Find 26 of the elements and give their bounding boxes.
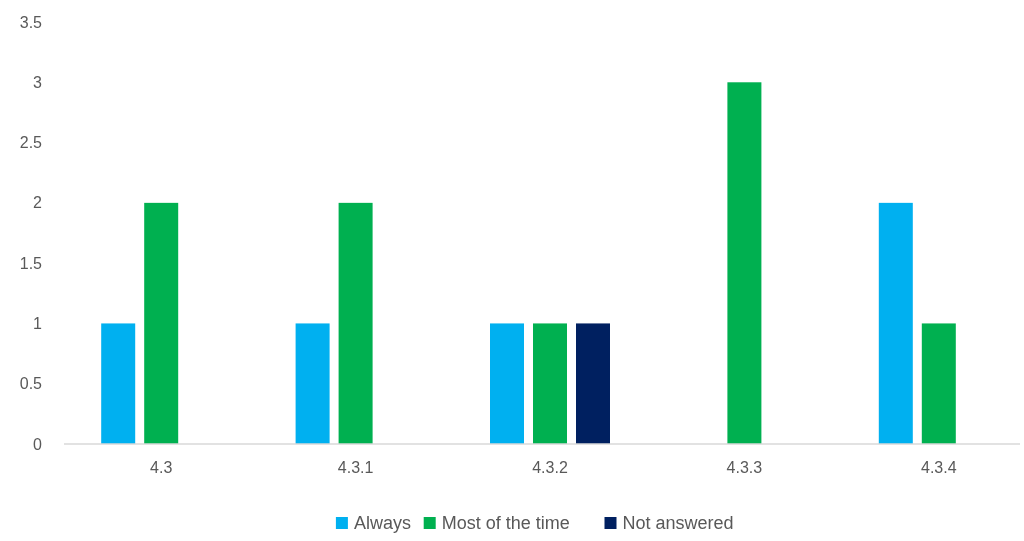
x-tick-label: 4.3.1: [337, 459, 374, 476]
bar: [490, 323, 524, 444]
bar: [144, 202, 179, 444]
bar: [921, 323, 956, 444]
legend-label: Not answered: [622, 513, 734, 533]
bar: [533, 323, 567, 444]
bar: [727, 82, 762, 444]
y-tick-label: 0: [33, 435, 43, 453]
x-tick-label: 4.3: [150, 459, 173, 476]
bar: [338, 202, 373, 444]
x-tick-label: 4.3.2: [532, 459, 568, 476]
y-tick-label: 1: [33, 315, 43, 333]
legend-label: Always: [353, 513, 411, 533]
y-tick-label: 1.5: [19, 254, 43, 272]
bar: [576, 323, 610, 444]
y-tick-label: 3: [33, 73, 43, 91]
x-tick-label: 4.3.4: [921, 459, 957, 476]
y-tick-label: 2.5: [19, 134, 43, 152]
x-tick-label: 4.3.3: [726, 459, 763, 476]
bar: [878, 202, 913, 444]
y-tick-label: 2: [33, 194, 43, 212]
bar: [101, 323, 136, 444]
legend-label: Most of the time: [441, 513, 570, 533]
y-tick-label: 3.5: [19, 13, 43, 31]
bar: [295, 323, 330, 444]
y-tick-label: 0.5: [19, 375, 43, 393]
